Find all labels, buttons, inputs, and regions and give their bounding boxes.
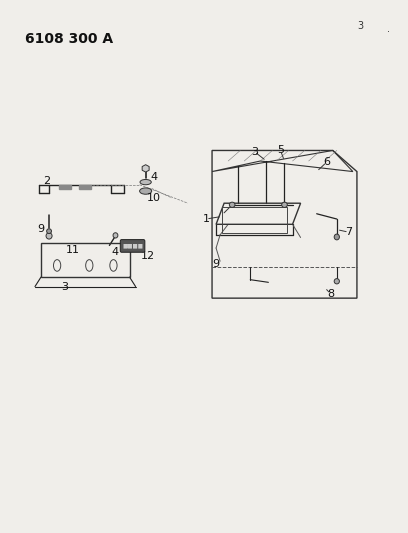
Polygon shape [142, 165, 149, 172]
Text: 2: 2 [44, 175, 51, 185]
Ellipse shape [47, 229, 51, 233]
Bar [41, 243, 130, 277]
Bar [59, 185, 71, 189]
Ellipse shape [140, 188, 152, 194]
Text: 9: 9 [213, 259, 220, 269]
Text: 1: 1 [202, 214, 210, 224]
Text: 3: 3 [62, 281, 69, 292]
Text: 3: 3 [357, 21, 363, 31]
Bar [222, 207, 286, 233]
Text: 4: 4 [150, 172, 157, 182]
Text: 9: 9 [38, 223, 44, 233]
Ellipse shape [334, 279, 339, 284]
Ellipse shape [334, 234, 339, 240]
Text: 4: 4 [111, 247, 118, 257]
FancyBboxPatch shape [120, 240, 145, 252]
Text: 5: 5 [277, 146, 284, 156]
Ellipse shape [140, 180, 151, 185]
Text: 12: 12 [141, 251, 155, 261]
Ellipse shape [282, 202, 287, 207]
Text: .: . [387, 24, 390, 34]
Text: ■■■■: ■■■■ [122, 244, 143, 248]
Text: 11: 11 [65, 245, 80, 255]
Text: 6: 6 [323, 157, 330, 167]
Text: 3: 3 [251, 147, 258, 157]
Bar [79, 185, 91, 189]
Text: 10: 10 [147, 193, 161, 203]
Ellipse shape [229, 202, 235, 207]
Ellipse shape [113, 233, 118, 238]
Text: 6108 300 A: 6108 300 A [25, 32, 113, 46]
Text: 7: 7 [345, 227, 353, 237]
Text: 8: 8 [327, 289, 334, 299]
Ellipse shape [46, 233, 52, 239]
